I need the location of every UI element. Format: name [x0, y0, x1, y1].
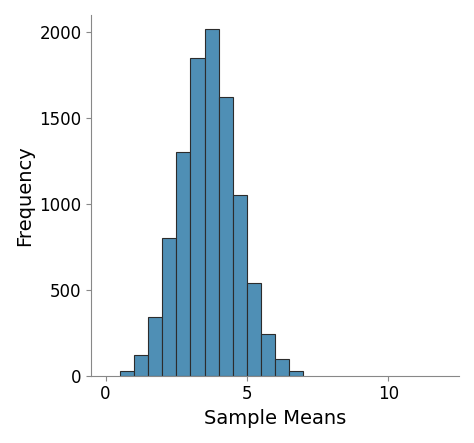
Bar — [275, 358, 289, 376]
X-axis label: Sample Means: Sample Means — [204, 409, 346, 428]
Bar — [204, 29, 219, 376]
Bar — [289, 370, 303, 376]
Bar — [191, 58, 204, 376]
Bar — [233, 195, 247, 376]
Bar — [176, 152, 191, 376]
Bar — [119, 370, 134, 376]
Bar — [162, 238, 176, 376]
Bar — [148, 317, 162, 376]
Bar — [219, 97, 233, 376]
Bar — [247, 283, 261, 376]
Bar — [261, 334, 275, 376]
Y-axis label: Frequency: Frequency — [15, 145, 34, 246]
Bar — [134, 355, 148, 376]
